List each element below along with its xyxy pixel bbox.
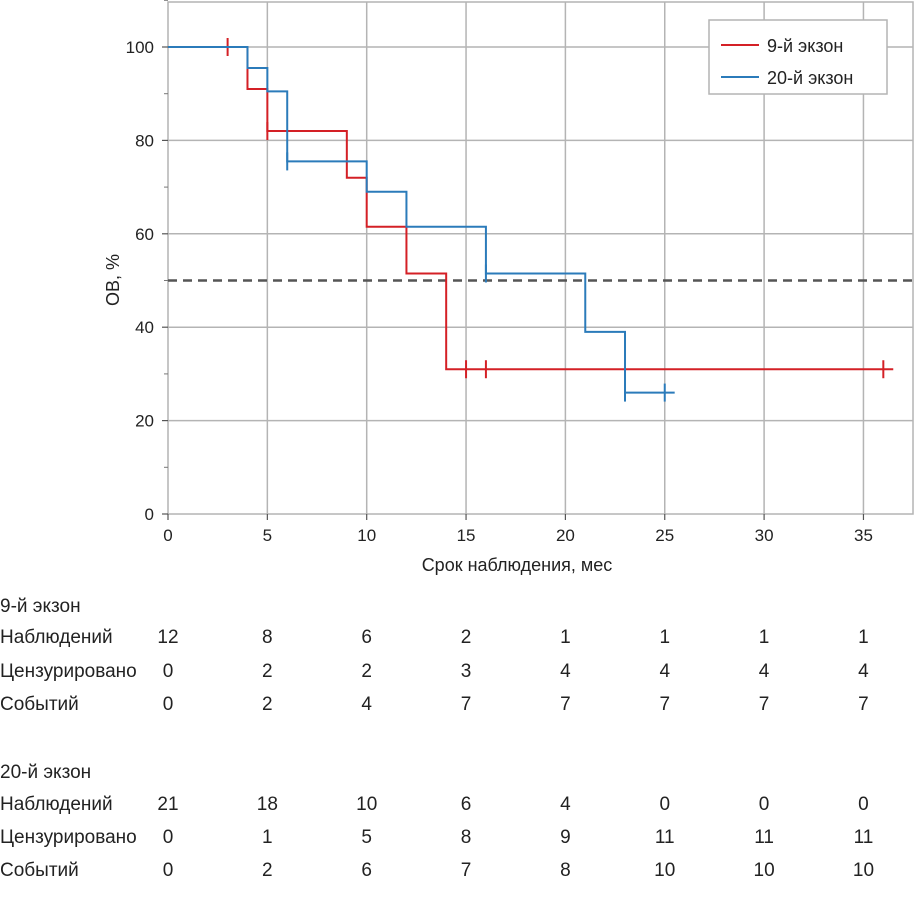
risk-value: 1 <box>659 627 670 648</box>
x-tick-label: 25 <box>655 526 674 545</box>
risk-group-title: 20-й экзон <box>0 762 91 783</box>
y-tick-label: 80 <box>135 131 154 150</box>
x-tick-label: 30 <box>755 526 774 545</box>
risk-row-label: Наблюдений <box>0 627 113 648</box>
risk-value: 2 <box>361 661 372 682</box>
survival-curve <box>168 46 894 371</box>
series-1 <box>168 38 894 379</box>
risk-value: 3 <box>461 661 472 682</box>
risk-row-label: Цензурировано <box>0 827 137 848</box>
risk-row-label: Цензурировано <box>0 661 137 682</box>
x-tick-label: 10 <box>357 526 376 545</box>
risk-value: 11 <box>655 827 675 848</box>
y-tick-label: 100 <box>126 38 154 57</box>
risk-value: 1 <box>759 627 770 648</box>
risk-value: 2 <box>262 860 273 881</box>
x-tick-label: 35 <box>854 526 873 545</box>
legend-label: 9-й экзон <box>767 36 843 56</box>
y-axis: 0 20 40 60 80 100 <box>126 0 168 524</box>
risk-value: 4 <box>361 694 372 715</box>
risk-value: 10 <box>654 860 675 881</box>
risk-value: 11 <box>754 827 774 848</box>
risk-value: 4 <box>560 661 571 682</box>
risk-value: 8 <box>262 627 273 648</box>
risk-group-title: 9-й экзон <box>0 596 81 617</box>
risk-value: 21 <box>157 794 178 815</box>
risk-value: 4 <box>759 661 770 682</box>
risk-value: 1 <box>560 627 571 648</box>
risk-value: 8 <box>560 860 571 881</box>
risk-value: 1 <box>262 827 273 848</box>
x-axis-title: Срок наблюдения, мес <box>422 555 613 575</box>
risk-value: 0 <box>659 794 670 815</box>
y-tick-label: 40 <box>135 318 154 337</box>
risk-value: 5 <box>361 827 372 848</box>
risk-value: 0 <box>858 794 869 815</box>
risk-value: 2 <box>262 694 273 715</box>
risk-row-label: Событий <box>0 694 79 715</box>
risk-row-label: Наблюдений <box>0 794 113 815</box>
risk-value: 0 <box>163 661 174 682</box>
x-tick-label: 0 <box>163 526 172 545</box>
risk-value: 6 <box>461 794 472 815</box>
risk-value: 6 <box>361 860 372 881</box>
risk-value: 7 <box>461 860 472 881</box>
risk-value: 0 <box>163 827 174 848</box>
y-tick-label: 0 <box>145 505 154 524</box>
y-axis-title: ОВ, % <box>103 254 123 306</box>
risk-value: 12 <box>157 627 178 648</box>
risk-value: 0 <box>759 794 770 815</box>
y-tick-label: 20 <box>135 412 154 431</box>
legend-box <box>708 19 888 95</box>
risk-value: 4 <box>858 661 869 682</box>
risk-group-1: 9-й экзон Наблюдений 12 8 6 2 1 1 1 1 Цензурирован… <box>0 596 869 715</box>
risk-value: 7 <box>461 694 472 715</box>
x-axis: 0 5 10 15 20 25 30 35 <box>163 514 873 545</box>
risk-value: 4 <box>659 661 670 682</box>
risk-value: 7 <box>659 694 670 715</box>
risk-value: 0 <box>163 694 174 715</box>
risk-value: 8 <box>461 827 472 848</box>
risk-value: 10 <box>853 860 874 881</box>
risk-value: 18 <box>257 794 278 815</box>
y-tick-label: 60 <box>135 225 154 244</box>
x-tick-label: 20 <box>556 526 575 545</box>
risk-value: 10 <box>754 860 775 881</box>
risk-value: 11 <box>854 827 874 848</box>
risk-value: 0 <box>163 860 174 881</box>
x-tick-label: 5 <box>263 526 272 545</box>
risk-value: 6 <box>361 627 372 648</box>
risk-value: 2 <box>461 627 472 648</box>
risk-value: 7 <box>858 694 869 715</box>
risk-value: 7 <box>560 694 571 715</box>
risk-value: 9 <box>560 827 571 848</box>
legend: 9-й экзон 20-й экзон <box>708 19 888 95</box>
risk-value: 2 <box>262 661 273 682</box>
survival-curve <box>168 46 675 394</box>
risk-value: 1 <box>858 627 869 648</box>
legend-label: 20-й экзон <box>767 68 853 88</box>
series-2 <box>168 46 675 402</box>
risk-value: 7 <box>759 694 770 715</box>
risk-value: 10 <box>356 794 377 815</box>
x-tick-label: 15 <box>457 526 476 545</box>
risk-value: 4 <box>560 794 571 815</box>
risk-row-label: Событий <box>0 860 79 881</box>
